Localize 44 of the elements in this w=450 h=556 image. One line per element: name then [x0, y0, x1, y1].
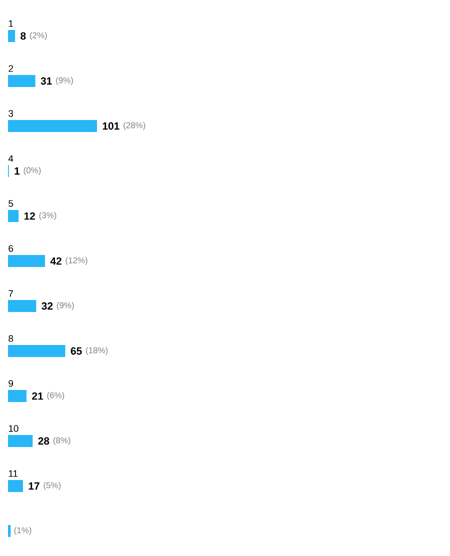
- data-label: 21: [32, 392, 44, 400]
- y-tick-label: 10: [8, 425, 18, 432]
- bar: [8, 345, 66, 358]
- data-label: 17: [28, 482, 40, 490]
- y-tick-label: 1: [8, 20, 13, 27]
- bar: [8, 30, 16, 42]
- bar: [8, 435, 33, 448]
- y-tick-label: 2: [8, 65, 13, 72]
- bar: [8, 525, 11, 538]
- annotation: (6%): [47, 392, 64, 400]
- bar: [8, 480, 23, 492]
- data-label: 101: [102, 122, 120, 130]
- text: (28%): [124, 122, 146, 130]
- bar: [8, 255, 46, 268]
- data-label: 31: [40, 77, 52, 85]
- data-label: 28: [38, 437, 50, 445]
- annotation: (0%): [24, 167, 41, 175]
- y-tick-label: 3: [8, 110, 14, 117]
- y-tick-label: 5: [8, 200, 14, 207]
- bar: [8, 75, 36, 88]
- annotation: (8%): [53, 437, 70, 445]
- data-label: 8: [20, 32, 26, 40]
- data-label: 12: [24, 212, 35, 220]
- annotation: (3%): [39, 212, 56, 220]
- bar: [8, 300, 36, 312]
- y-tick-label: 9: [8, 380, 14, 387]
- y-tick-label: 6: [8, 245, 14, 252]
- y-tick-label: 4: [8, 155, 14, 162]
- annotation: (9%): [56, 77, 73, 85]
- annotation: (2%): [30, 32, 47, 40]
- bar: [8, 120, 97, 132]
- bar: [8, 390, 27, 402]
- annotation: (9%): [56, 302, 74, 310]
- y-tick-label: 11: [8, 470, 18, 477]
- annotation: (18%): [86, 347, 108, 355]
- data-label: 42: [50, 257, 62, 265]
- y-tick-label: 7: [8, 290, 13, 297]
- annotation: (5%): [44, 482, 61, 490]
- y-tick-label: 8: [8, 335, 14, 342]
- data-label: 32: [42, 302, 53, 310]
- annotation: (12%): [66, 257, 88, 265]
- data-label: 65: [70, 347, 82, 355]
- annotation: (1%): [14, 527, 32, 535]
- bar: [8, 210, 19, 222]
